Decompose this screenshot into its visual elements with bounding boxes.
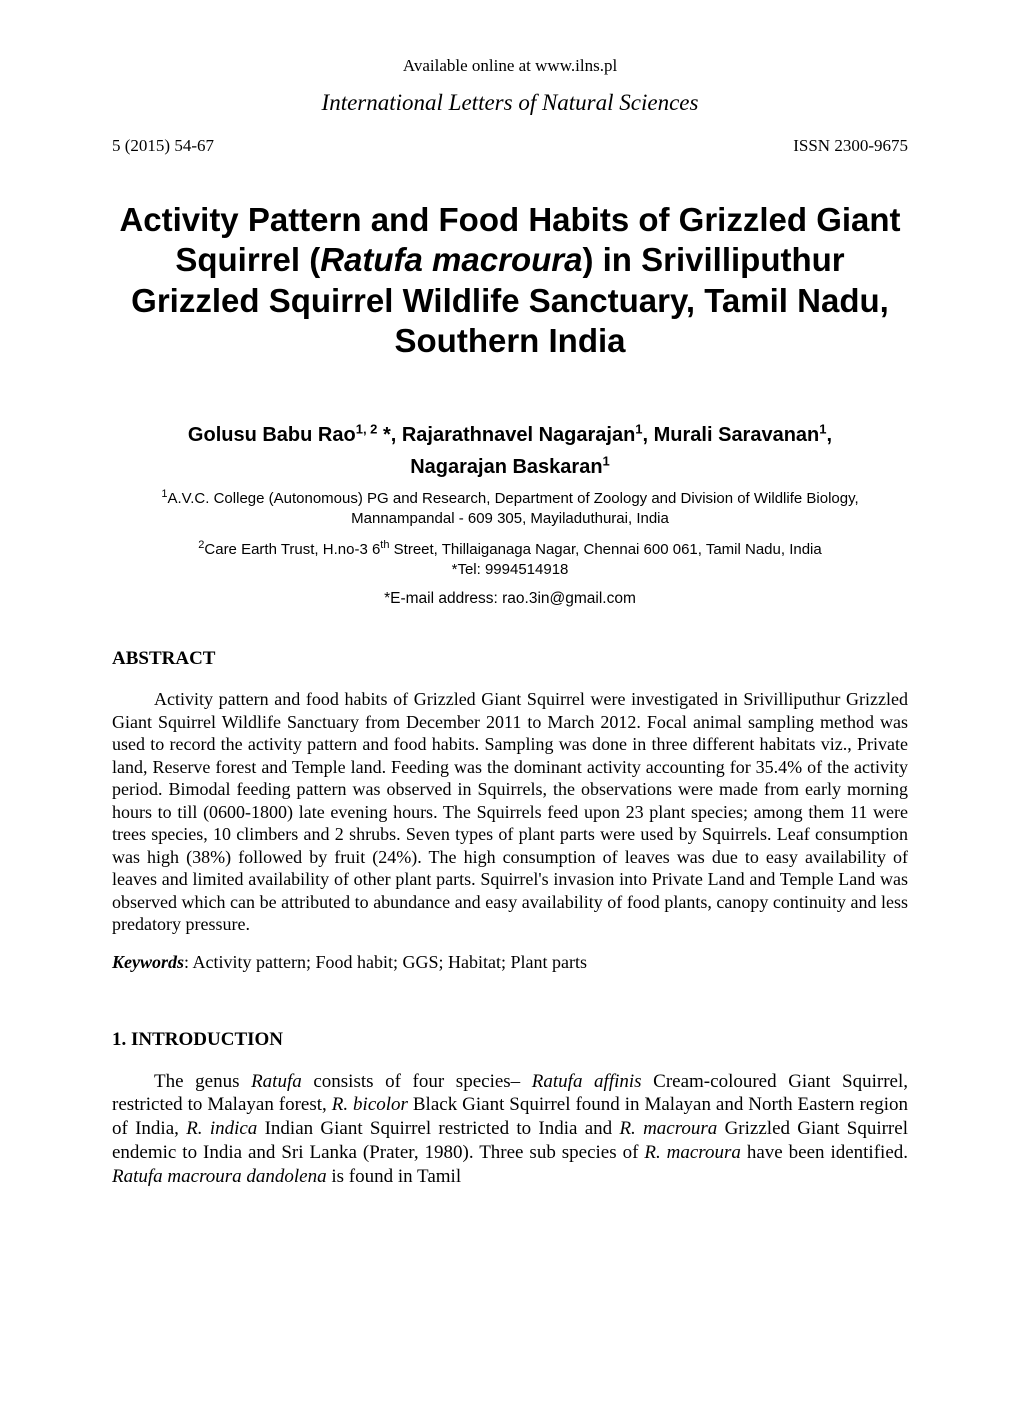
authors-line: Golusu Babu Rao1, 2 *, Rajarathnavel Nag… bbox=[112, 419, 908, 483]
affiliation-1: 1A.V.C. College (Autonomous) PG and Rese… bbox=[112, 487, 908, 530]
article-title: Activity Pattern and Food Habits of Griz… bbox=[112, 200, 908, 361]
abstract-heading: ABSTRACT bbox=[112, 648, 908, 670]
affiliation-2: 2Care Earth Trust, H.no-3 6th Street, Th… bbox=[112, 538, 908, 581]
page-container: Available online at www.ilns.pl Internat… bbox=[0, 0, 1020, 1408]
affiliations-block: 1A.V.C. College (Autonomous) PG and Rese… bbox=[112, 487, 908, 580]
abstract-body: Activity pattern and food habits of Griz… bbox=[112, 688, 908, 936]
available-online-line: Available online at www.ilns.pl bbox=[112, 56, 908, 76]
issue-issn-row: 5 (2015) 54-67 ISSN 2300-9675 bbox=[112, 136, 908, 156]
journal-title: International Letters of Natural Science… bbox=[112, 90, 908, 116]
issue-pages: 5 (2015) 54-67 bbox=[112, 136, 214, 156]
keywords-label: Keywords bbox=[112, 952, 184, 972]
corresponding-email: *E-mail address: rao.3in@gmail.com bbox=[112, 590, 908, 608]
keywords-text: : Activity pattern; Food habit; GGS; Hab… bbox=[184, 952, 587, 972]
issn: ISSN 2300-9675 bbox=[793, 136, 908, 156]
introduction-body: The genus Ratufa consists of four specie… bbox=[112, 1070, 908, 1189]
keywords-line: Keywords: Activity pattern; Food habit; … bbox=[112, 952, 908, 973]
introduction-heading: 1. INTRODUCTION bbox=[112, 1029, 908, 1051]
